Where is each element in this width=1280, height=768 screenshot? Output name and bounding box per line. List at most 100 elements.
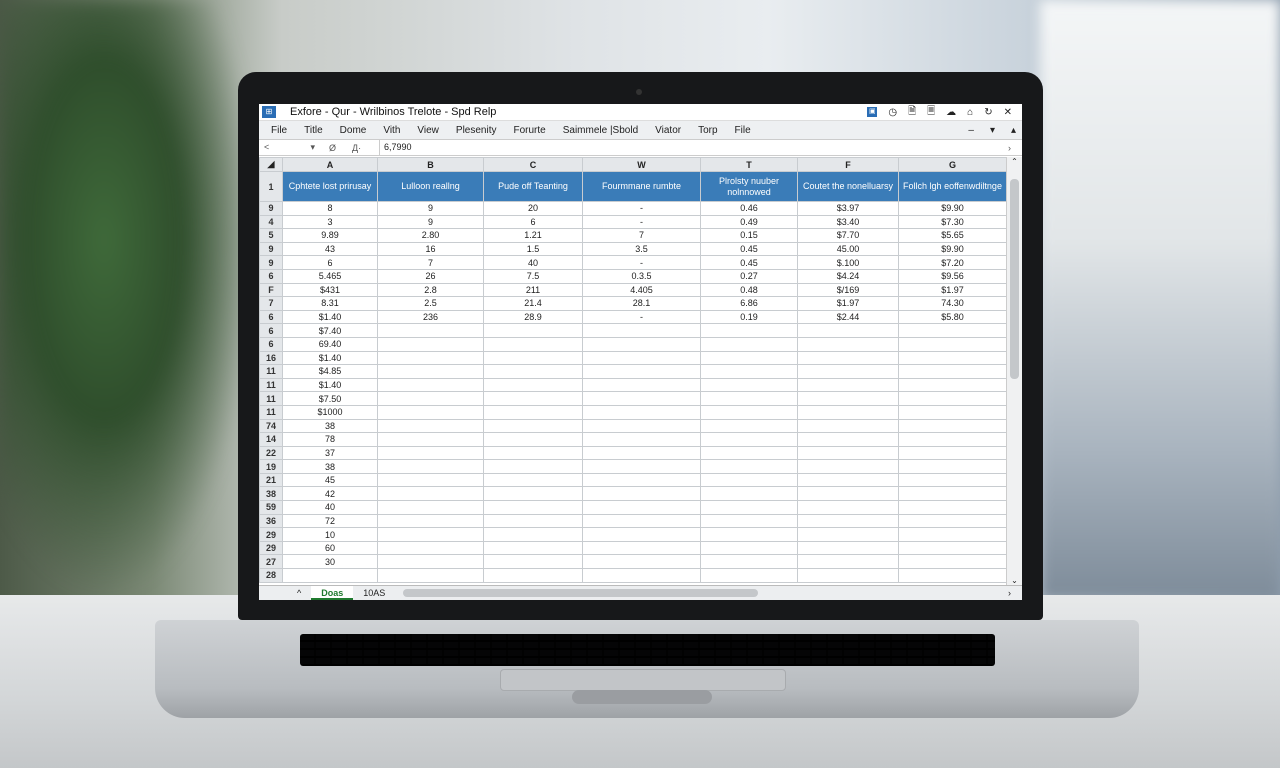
cell[interactable]: $1.40 (282, 309, 378, 325)
cell[interactable]: $4.24 (797, 268, 899, 284)
row-number[interactable]: 11 (259, 391, 283, 406)
row-number[interactable]: 11 (259, 377, 283, 393)
cell[interactable] (797, 350, 899, 366)
select-all-corner[interactable]: ◢ (259, 157, 283, 172)
vertical-scrollbar[interactable]: ⌃ ⌄ (1006, 157, 1022, 585)
cell[interactable] (898, 404, 1007, 420)
cell[interactable] (797, 568, 899, 583)
cell[interactable]: 0.15 (700, 228, 798, 243)
row-number[interactable]: F (259, 282, 283, 298)
cell[interactable]: 60 (282, 540, 378, 556)
close-icon[interactable]: ✕ (1003, 106, 1012, 118)
save-icon[interactable]: 🗎 (908, 105, 917, 117)
cell[interactable]: 0.48 (700, 282, 798, 298)
row-number[interactable]: 6 (259, 336, 283, 352)
cell[interactable] (483, 432, 583, 447)
cell[interactable] (582, 336, 701, 352)
header-cell[interactable]: Pude off Teanting (483, 171, 583, 202)
row-number[interactable]: 5 (259, 228, 283, 243)
cell[interactable] (483, 500, 583, 515)
cell[interactable] (377, 554, 484, 570)
cell[interactable]: $1.97 (797, 296, 899, 311)
cell[interactable]: 6 (282, 255, 378, 270)
back-icon[interactable]: < (264, 142, 270, 152)
cell[interactable] (377, 404, 484, 420)
cell[interactable]: 42 (282, 486, 378, 502)
collapse-ribbon-icon[interactable]: ▴ (1010, 124, 1016, 136)
cell[interactable] (700, 350, 798, 366)
cell[interactable] (700, 486, 798, 502)
cell[interactable] (582, 445, 701, 461)
cell[interactable]: $9.90 (898, 201, 1007, 216)
cell[interactable]: 30 (282, 554, 378, 570)
header-cell[interactable]: Cphtete lost prirusay (282, 171, 378, 202)
cell[interactable] (898, 445, 1007, 461)
menu-item[interactable]: Dome (339, 124, 367, 136)
cell[interactable]: 6 (483, 214, 583, 230)
cell[interactable]: $7.30 (898, 214, 1007, 230)
cell[interactable] (898, 568, 1007, 583)
column-header[interactable]: B (377, 157, 484, 172)
cell[interactable] (582, 554, 701, 570)
cell[interactable] (898, 472, 1007, 488)
refresh-icon[interactable]: ↻ (984, 106, 993, 118)
cell[interactable]: $1000 (282, 404, 378, 420)
row-number[interactable]: 6 (259, 309, 283, 325)
cell[interactable] (582, 350, 701, 366)
row-number[interactable]: 59 (259, 500, 283, 515)
cell[interactable] (582, 418, 701, 434)
cell[interactable] (700, 418, 798, 434)
cell[interactable] (483, 513, 583, 529)
cell[interactable]: 40 (282, 500, 378, 515)
row-number[interactable]: 11 (259, 404, 283, 420)
row-number[interactable]: 29 (259, 540, 283, 556)
row-number[interactable]: 21 (259, 472, 283, 488)
cell[interactable] (898, 418, 1007, 434)
cell[interactable]: 40 (483, 255, 583, 270)
cell[interactable] (797, 445, 899, 461)
cell[interactable] (483, 445, 583, 461)
format-icon[interactable]: Д· (352, 142, 362, 153)
sheet-tab-10as[interactable]: 10AS (363, 588, 386, 598)
cell[interactable]: 0.19 (700, 309, 798, 325)
cell[interactable]: $7.70 (797, 228, 899, 243)
cell[interactable]: 78 (282, 432, 378, 447)
cell[interactable]: 43 (282, 241, 378, 257)
cell[interactable] (898, 336, 1007, 352)
scroll-down-icon[interactable]: ⌄ (1011, 576, 1018, 585)
cell[interactable] (797, 500, 899, 515)
cell[interactable] (377, 513, 484, 529)
cell[interactable]: - (582, 201, 701, 216)
cell[interactable] (797, 459, 899, 474)
cell[interactable]: 28.1 (582, 296, 701, 311)
cell[interactable]: 4.405 (582, 282, 701, 298)
cell[interactable]: $5.80 (898, 309, 1007, 325)
cell[interactable] (582, 432, 701, 447)
column-header[interactable]: C (483, 157, 583, 172)
cell[interactable] (483, 554, 583, 570)
menu-item[interactable]: Saimmele |Sbold (562, 124, 639, 136)
cell[interactable] (483, 391, 583, 406)
cell[interactable] (377, 323, 484, 338)
cell[interactable] (483, 377, 583, 393)
cell[interactable] (377, 432, 484, 447)
cell[interactable]: 69.40 (282, 336, 378, 352)
cell[interactable] (582, 540, 701, 556)
cell[interactable] (797, 336, 899, 352)
cell[interactable]: $5.65 (898, 228, 1007, 243)
cell[interactable]: 0.45 (700, 241, 798, 257)
sheet-tab-doas[interactable]: Doas (311, 586, 354, 600)
cell[interactable] (898, 527, 1007, 542)
ribbon-dropdown-icon[interactable]: ▾ (989, 124, 995, 136)
menu-item[interactable]: Vith (383, 124, 401, 136)
cell[interactable] (898, 486, 1007, 502)
cell[interactable]: 3.5 (582, 241, 701, 257)
cell[interactable] (377, 527, 484, 542)
cell[interactable] (797, 364, 899, 379)
menu-item[interactable]: File (734, 124, 751, 136)
cell[interactable]: 20 (483, 201, 583, 216)
cell[interactable] (898, 323, 1007, 338)
cell[interactable]: $7.50 (282, 391, 378, 406)
cell[interactable]: $9.90 (898, 241, 1007, 257)
cell[interactable]: 236 (377, 309, 484, 325)
